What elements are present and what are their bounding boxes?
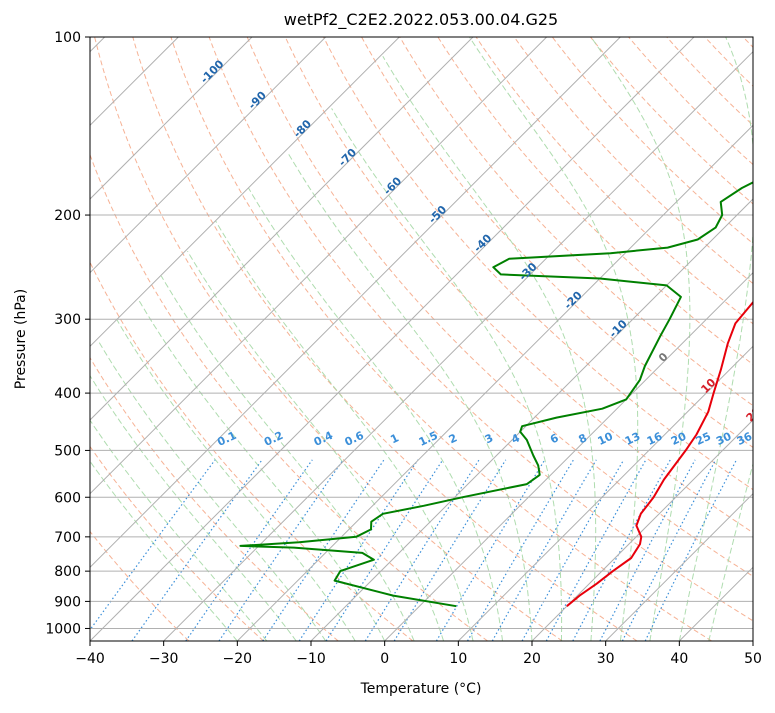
y-tick-label: 1000	[45, 621, 81, 637]
x-tick-label: −20	[223, 651, 253, 667]
chart-title: wetPf2_C2E2.2022.053.00.04.G25	[284, 10, 558, 30]
x-tick-label: 0	[380, 651, 389, 667]
y-tick-label: 300	[54, 312, 81, 328]
x-axis-label: Temperature (°C)	[360, 681, 482, 697]
y-tick-label: 800	[54, 564, 81, 580]
y-tick-label: 600	[54, 490, 81, 506]
x-tick-label: −10	[296, 651, 326, 667]
x-tick-label: 10	[449, 651, 467, 667]
x-tick-label: 20	[523, 651, 541, 667]
y-tick-label: 200	[54, 208, 81, 224]
y-axis-label: Pressure (hPa)	[13, 289, 29, 389]
plot-area	[90, 37, 753, 641]
y-tick-label: 900	[54, 594, 81, 610]
y-tick-label: 100	[54, 30, 81, 46]
y-tick-label: 500	[54, 443, 81, 459]
x-tick-label: −30	[149, 651, 179, 667]
x-tick-label: −40	[75, 651, 105, 667]
y-tick-label: 700	[54, 530, 81, 546]
x-tick-label: 40	[670, 651, 688, 667]
y-tick-label: 400	[54, 386, 81, 402]
x-tick-label: 30	[597, 651, 615, 667]
x-tick-label: 50	[744, 651, 762, 667]
